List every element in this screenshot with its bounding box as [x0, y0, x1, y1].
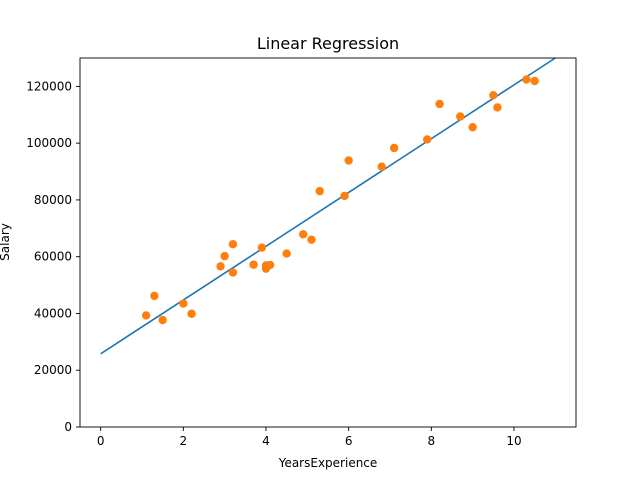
chart-title: Linear Regression	[257, 34, 399, 53]
plot-area	[100, 58, 556, 355]
y-tick-label: 60000	[34, 250, 72, 264]
scatter-point	[493, 103, 502, 112]
scatter-point	[435, 99, 444, 109]
x-tick-label: 6	[345, 434, 353, 448]
scatter-point	[377, 162, 386, 171]
y-tick-label: 0	[64, 420, 72, 434]
y-tick-label: 20000	[34, 363, 72, 377]
scatter-point	[141, 311, 151, 320]
y-tick-label: 100000	[26, 136, 72, 150]
scatter-point	[315, 186, 324, 196]
scatter-point	[456, 112, 465, 121]
x-tick-label: 4	[262, 434, 270, 448]
scatter-point	[468, 123, 477, 132]
scatter-point	[228, 240, 238, 249]
x-tick-label: 8	[428, 434, 436, 448]
x-axis-label: YearsExperience	[278, 456, 378, 470]
x-tick-label: 10	[506, 434, 521, 448]
y-tick-label: 80000	[34, 193, 72, 207]
y-axis-label: Salary	[0, 223, 12, 261]
scatter-point	[216, 262, 225, 271]
y-tick-label: 40000	[34, 306, 72, 320]
scatter-point	[282, 249, 291, 258]
scatter-point	[530, 76, 539, 86]
x-tick-label: 2	[180, 434, 188, 448]
regression-line	[100, 58, 556, 355]
scatter-point	[307, 235, 316, 244]
axes: 0 2 4 6 8 10 0 20000 40000 60000 80000 100000 120000	[26, 57, 577, 448]
scatter-point	[150, 291, 159, 301]
scatter-point	[228, 268, 238, 277]
axes-frame	[79, 57, 577, 428]
scatter-point	[179, 299, 188, 308]
scatter-point	[340, 191, 349, 201]
scatter-point	[257, 243, 267, 252]
x-tick-label: 0	[97, 434, 105, 448]
scatter-point	[489, 90, 498, 100]
scatter-point	[522, 75, 531, 84]
scatter-point	[249, 260, 258, 269]
scatter-point	[187, 309, 196, 318]
scatter-point	[389, 143, 399, 153]
scatter-point	[265, 260, 275, 270]
scatter-point	[220, 251, 229, 261]
y-tick-label: 120000	[26, 79, 72, 93]
scatter-point	[344, 156, 353, 165]
scatter-point	[423, 135, 432, 144]
scatter-point	[299, 230, 308, 239]
scatter-point	[158, 315, 167, 325]
